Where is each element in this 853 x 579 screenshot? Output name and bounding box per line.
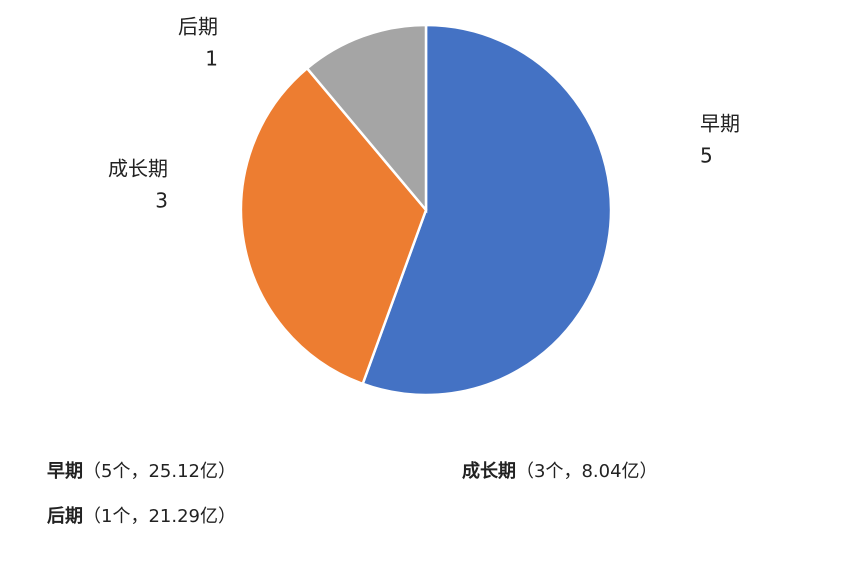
note-name: 后期 — [47, 506, 83, 527]
slice-category-label: 成长期 — [108, 157, 168, 181]
note: 早期（5个，25.12亿） — [47, 461, 236, 482]
note: 成长期（3个，8.04亿） — [462, 460, 658, 482]
pie-slice — [361, 23, 613, 397]
slice-value-label: 3 — [155, 189, 168, 213]
note-name: 早期 — [47, 461, 83, 482]
slice-category-label: 后期 — [178, 15, 218, 39]
pie-slice — [239, 66, 428, 386]
slice-value-label: 5 — [700, 144, 713, 168]
slice-value-label: 1 — [205, 47, 218, 71]
note: 后期（1个，21.29亿） — [47, 506, 236, 527]
note-detail: （5个，25.12亿） — [83, 461, 236, 482]
note-name: 成长期 — [462, 460, 516, 482]
slice-category-label: 早期 — [700, 112, 740, 136]
note-detail: （3个，8.04亿） — [516, 461, 658, 482]
note-detail: （1个，21.29亿） — [83, 506, 236, 527]
pie-slice — [305, 23, 428, 214]
